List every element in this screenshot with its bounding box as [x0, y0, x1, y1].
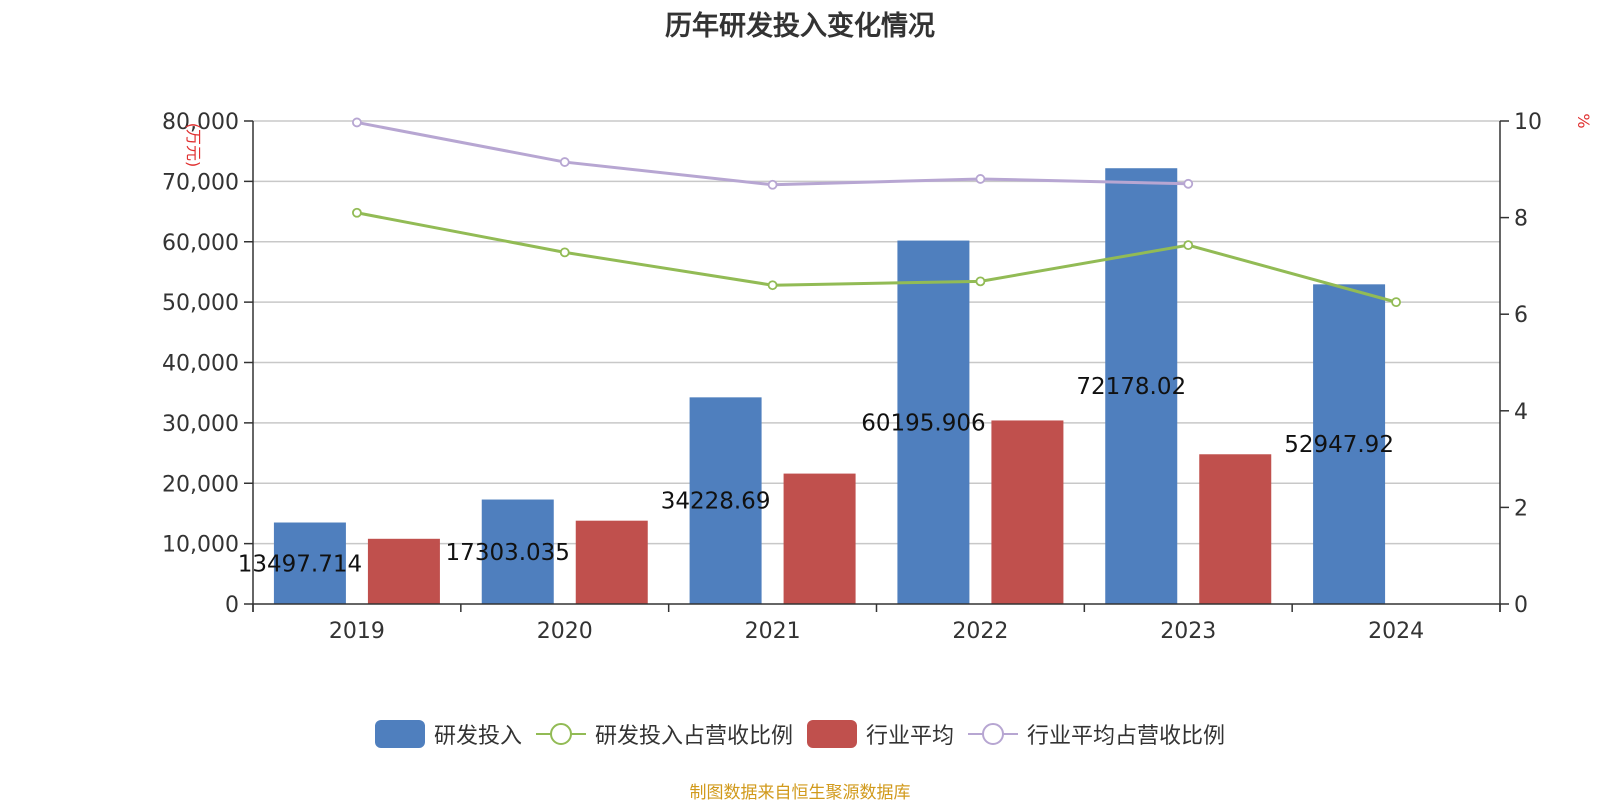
bar-industry-average: [783, 473, 856, 604]
y-right-tick-label: 2: [1514, 496, 1528, 521]
bar-industry-average: [991, 420, 1064, 604]
y-left-tick-label: 60,000: [162, 231, 239, 256]
legend-label: 行业平均: [866, 724, 955, 749]
y-right-tick-label: 10: [1514, 110, 1542, 135]
legend-swatch-line-purple: [968, 723, 1019, 745]
point-industry-ratio: [559, 157, 570, 167]
bar-industry-average: [575, 520, 648, 604]
point-industry-ratio: [1183, 178, 1194, 189]
chart-title: 历年研发投入变化情况: [665, 11, 935, 42]
bar-rd-investment: [689, 397, 762, 604]
legend-item-industry-ratio[interactable]: 行业平均占营收比例: [968, 718, 1225, 750]
bar-rd-investment: [1313, 284, 1386, 604]
point-rd-ratio: [767, 280, 778, 291]
legend-swatch-line-green: [535, 723, 586, 745]
y-right-tick-label: 0: [1514, 593, 1528, 618]
bar-rd-investment: [1105, 168, 1178, 604]
bar-value-label: 17303.035: [446, 540, 570, 566]
bar-rd-investment: [273, 522, 346, 604]
legend-swatch-bar-blue: [374, 720, 425, 748]
y-left-tick-label: 50,000: [162, 291, 239, 316]
bar-industry-average: [367, 538, 440, 604]
y-left-tick-label: 20,000: [162, 472, 239, 497]
y-right-tick-label: 6: [1514, 303, 1528, 328]
y-left-tick-label: 30,000: [162, 412, 239, 437]
y-right-tick-label: 4: [1514, 400, 1528, 425]
y-right-tick-label: 8: [1514, 207, 1528, 232]
bar-rd-investment: [481, 499, 554, 604]
bar-value-label: 52947.92: [1284, 432, 1394, 458]
bar-industry-average: [1199, 454, 1272, 604]
series-lines: [352, 117, 1401, 308]
bar-value-label: 72178.02: [1076, 374, 1186, 400]
point-rd-ratio: [559, 247, 570, 258]
x-tick-label: 2022: [952, 619, 1008, 644]
x-tick-label: 2021: [745, 619, 801, 644]
legend-label: 行业平均占营收比例: [1027, 724, 1226, 749]
bar-rd-investment: [897, 240, 970, 605]
bar-value-label: 34228.69: [661, 489, 771, 515]
legend-item-rd-ratio[interactable]: 研发投入占营收比例: [535, 718, 793, 750]
axes: 0 10,000 20,000 30,000 40,000 50,000 60,000 70,…: [162, 110, 1593, 644]
y-right-axis-label: %: [1574, 113, 1593, 128]
point-rd-ratio: [975, 276, 986, 287]
legend-label: 研发投入: [433, 724, 522, 749]
x-tick-label: 2024: [1368, 619, 1424, 644]
point-rd-ratio: [1391, 297, 1401, 308]
line-rd-ratio: [356, 211, 1397, 304]
legend: 研发投入 研发投入占营收比例 行业平均 行业平均占营收比例: [0, 718, 1600, 750]
point-industry-ratio: [975, 174, 986, 184]
y-left-tick-label: 0: [225, 593, 239, 618]
y-left-tick-label: 40,000: [162, 352, 239, 377]
bar-value-label: 60195.906: [861, 410, 985, 436]
grid-lines: [253, 120, 1500, 545]
x-tick-label: 2023: [1160, 619, 1216, 644]
line-industry-ratio: [356, 120, 1189, 187]
point-rd-ratio: [1183, 240, 1194, 251]
point-industry-ratio: [767, 179, 778, 190]
y-left-axis-label: (万元): [184, 123, 203, 168]
legend-item-rd-investment[interactable]: 研发投入: [374, 718, 522, 750]
y-left-tick-label: 10,000: [162, 533, 239, 558]
y-left-tick-label: 70,000: [162, 170, 239, 195]
point-rd-ratio: [352, 207, 362, 218]
legend-swatch-bar-red: [807, 720, 857, 748]
data-labels: 13497.714 17303.035 34228.69 60195.906 72178…: [238, 374, 1394, 577]
bars: [273, 168, 1386, 605]
legend-item-industry-average[interactable]: 行业平均: [807, 718, 954, 750]
x-tick-label: 2019: [329, 619, 385, 644]
x-tick-label: 2020: [537, 619, 593, 644]
y-left-tick-label: 80,000: [162, 110, 239, 135]
legend-label: 研发投入占营收比例: [594, 724, 793, 749]
point-industry-ratio: [352, 117, 362, 128]
bar-value-label: 13497.714: [238, 551, 362, 577]
source-note: 制图数据来自恒生聚源数据库: [689, 783, 911, 803]
